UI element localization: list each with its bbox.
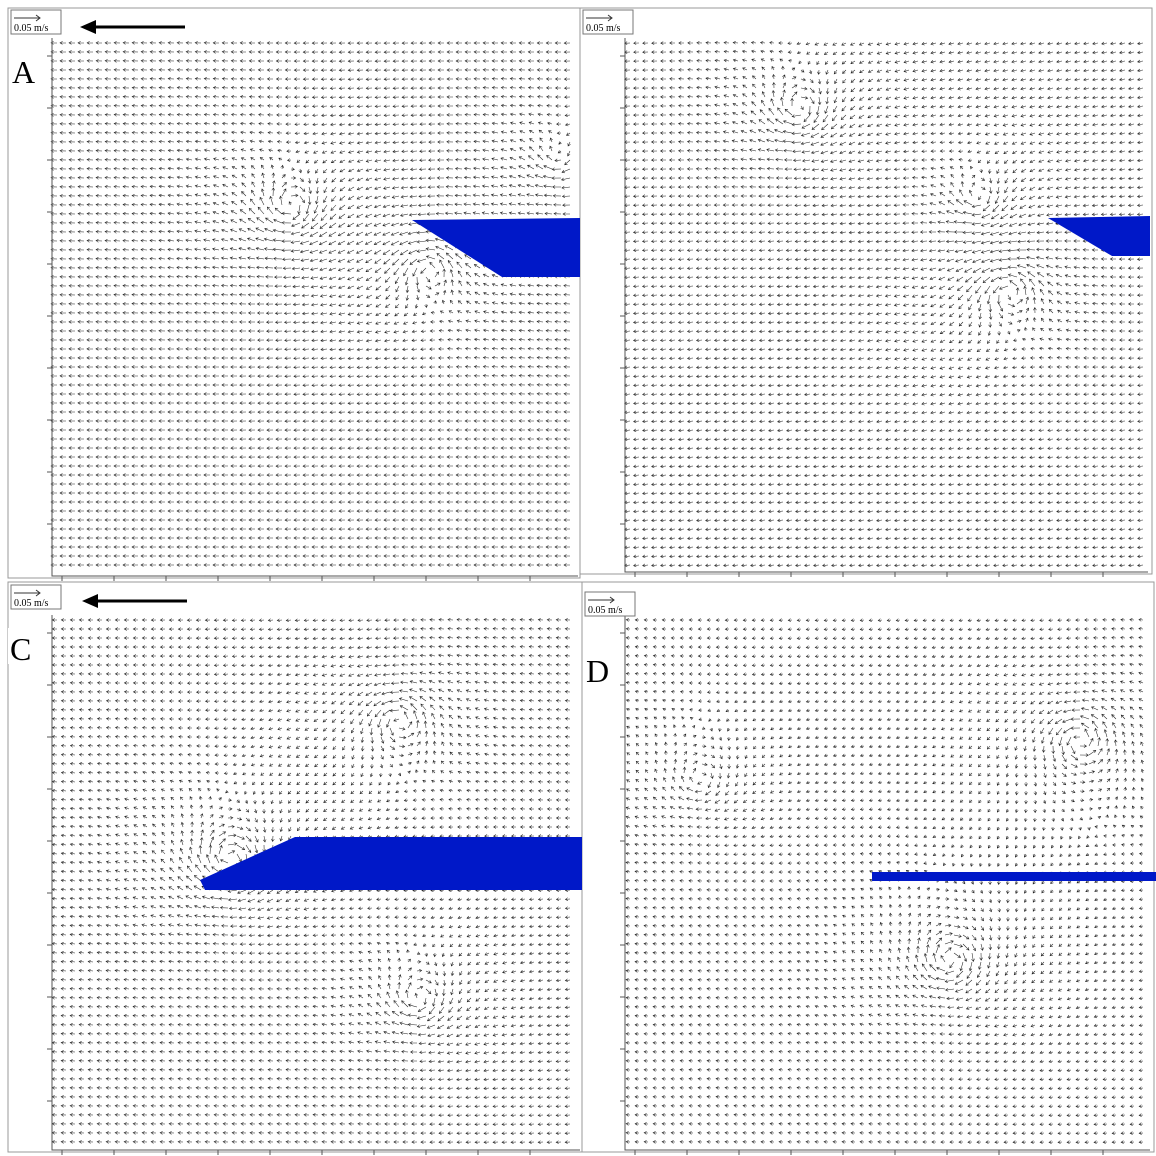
axis-lines [51, 38, 578, 577]
axis-ticks [47, 632, 531, 1155]
scale-box: 0.05 m/s [584, 591, 636, 617]
scale-label: 0.05 m/s [14, 598, 49, 609]
plate [412, 218, 580, 277]
letter-bg [10, 52, 44, 88]
vector-fields [50, 40, 1145, 1144]
scale-box: 0.05 m/s [582, 9, 634, 35]
plate [1048, 216, 1150, 256]
panel-letter: D [586, 653, 609, 689]
axis-ticks [620, 55, 1104, 577]
plate [200, 837, 582, 890]
scale-label: 0.05 m/s [588, 605, 623, 616]
axis-ticks [47, 55, 531, 581]
letter-bg [584, 650, 620, 686]
panel-frame [579, 7, 1153, 575]
vector-arrows [51, 618, 571, 1144]
panel-letter: A [12, 54, 35, 90]
scale-box: 0.05 m/s [10, 9, 62, 35]
axes [47, 38, 1150, 1155]
axis-lines [624, 615, 1150, 1151]
scale-label: 0.05 m/s [14, 23, 49, 34]
axis-lines [51, 615, 580, 1151]
vector-arrows [625, 618, 1145, 1144]
axis-ticks [620, 632, 1104, 1155]
flow-arrow [82, 594, 187, 608]
axis-lines [624, 38, 1148, 573]
scale-label: 0.05 m/s [586, 23, 621, 34]
vector-arrows [623, 40, 1144, 568]
panel-letter: C [10, 631, 31, 667]
vector-arrows [50, 41, 571, 567]
scale-box: 0.05 m/s [10, 584, 62, 610]
plate [872, 872, 1156, 881]
letter-bg [8, 628, 42, 664]
flow-arrow [80, 20, 185, 34]
